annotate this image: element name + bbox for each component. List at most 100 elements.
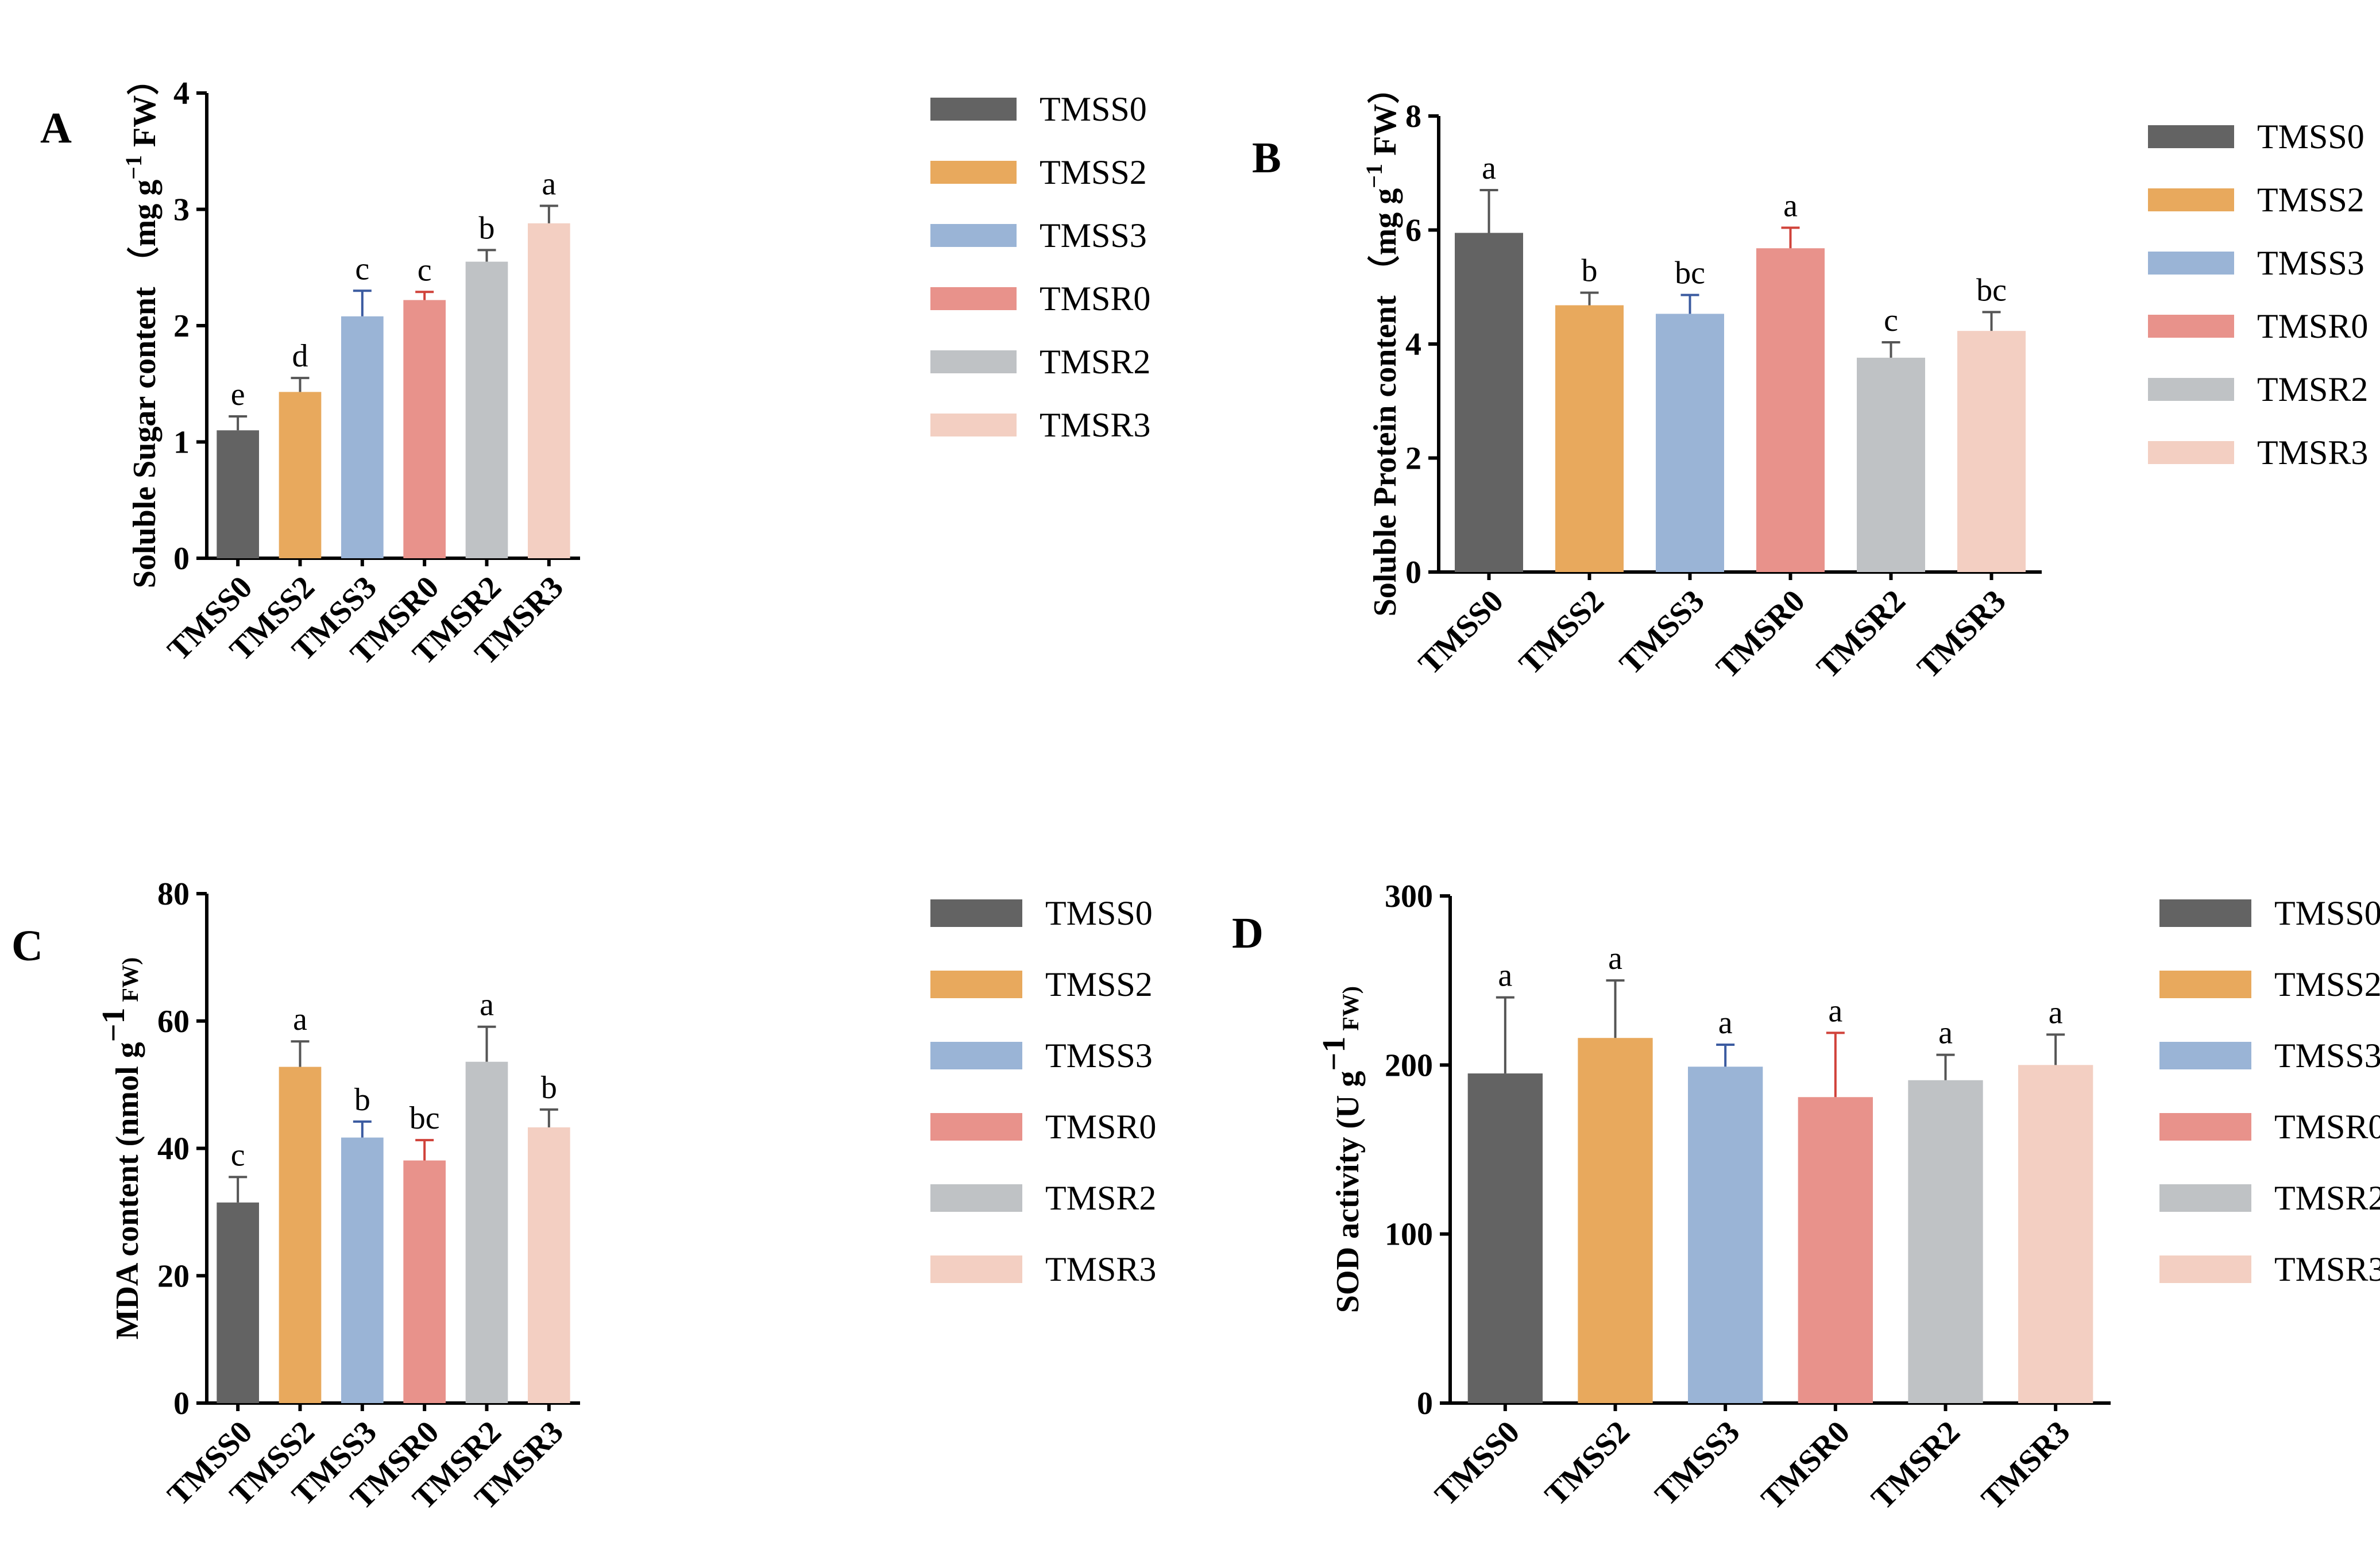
significance-letter: a xyxy=(1608,941,1622,976)
legend-swatch xyxy=(930,350,1017,373)
legend-label: TMSS3 xyxy=(2257,244,2364,282)
y-tick-label: 0 xyxy=(173,1386,190,1421)
bar xyxy=(1957,331,2026,572)
legend-swatch xyxy=(930,971,1022,998)
significance-letter: a xyxy=(542,166,556,202)
panel-letter: B xyxy=(1252,134,1281,182)
bar xyxy=(528,1127,570,1403)
y-axis-title: Soluble Protein content （mg g−1 FW） xyxy=(1361,72,1403,617)
x-tick-label: TMSR0 xyxy=(1710,583,1812,685)
legend-swatch xyxy=(930,161,1017,184)
y-tick-label: 40 xyxy=(157,1131,190,1167)
y-tick-label: 100 xyxy=(1385,1217,1433,1253)
bar xyxy=(217,1202,259,1403)
legend-label: TMSR3 xyxy=(1045,1250,1156,1288)
legend-swatch xyxy=(2148,252,2234,275)
y-axis-title-superscript: −1 xyxy=(121,155,146,180)
bar xyxy=(341,316,384,558)
panel-d: D 0 100 200 300 SOD activity (U g−1 FW) a TMSS0… xyxy=(1232,879,2380,1516)
bar xyxy=(465,1061,508,1403)
bar xyxy=(2018,1065,2093,1403)
bar xyxy=(465,261,508,558)
legend-swatch xyxy=(2148,441,2234,464)
legend-label: TMSS2 xyxy=(1045,965,1153,1003)
legend-label: TMSS2 xyxy=(2257,181,2364,219)
panel-letter: D xyxy=(1232,909,1264,957)
significance-letter: a xyxy=(1498,958,1512,994)
x-tick-label: TMSS0 xyxy=(1428,1414,1527,1512)
legend-swatch xyxy=(930,1042,1022,1069)
bar xyxy=(1467,1073,1543,1403)
panel-letter: C xyxy=(11,922,43,970)
bar xyxy=(403,1160,446,1403)
bar xyxy=(1688,1067,1763,1403)
legend-swatch xyxy=(930,287,1017,310)
y-tick-label: 0 xyxy=(1405,555,1421,590)
legend-label: TMSS0 xyxy=(2274,894,2380,932)
y-axis-title: Soluble Sugar content （mg g−1 FW） xyxy=(121,63,163,589)
legend-label: TMSS3 xyxy=(1045,1037,1153,1075)
bar xyxy=(341,1137,384,1403)
bar xyxy=(528,223,570,558)
y-axis-title-superscript: −1 xyxy=(1361,164,1387,188)
panel-c: C 0 20 40 60 80 MDA content (nmol g−1 FW) c TMSS… xyxy=(11,876,1156,1516)
y-tick-label: 0 xyxy=(173,541,190,577)
y-axis-title-part: （mg g xyxy=(1367,188,1403,288)
x-tick-label: TMSR0 xyxy=(1755,1414,1857,1516)
legend-label: TMSR0 xyxy=(1040,280,1150,318)
y-tick-label: 4 xyxy=(173,76,190,111)
legend-swatch xyxy=(2159,971,2251,998)
significance-letter: b xyxy=(479,210,495,246)
y-axis-title-part: FW） xyxy=(1367,72,1403,164)
y-axis-title: MDA content (nmol g−1 FW) xyxy=(96,957,145,1340)
x-tick-label: TMSR3 xyxy=(1975,1414,2077,1516)
significance-letter: bc xyxy=(1976,272,2007,308)
y-axis-title-part: SOD activity (U g xyxy=(1330,1071,1366,1313)
significance-letter: a xyxy=(293,1002,307,1037)
significance-letter: a xyxy=(1828,993,1842,1029)
y-tick-label: 4 xyxy=(1405,327,1421,362)
significance-letter: c xyxy=(355,251,369,287)
y-tick-label: 3 xyxy=(173,192,190,228)
legend-swatch xyxy=(2148,315,2234,338)
legend-label: TMSR2 xyxy=(2257,370,2368,408)
legend-swatch xyxy=(2148,188,2234,211)
y-axis-title-part: （mg g xyxy=(126,180,163,279)
significance-letter: c xyxy=(418,252,432,288)
x-tick-label: TMSR2 xyxy=(1810,583,1912,685)
x-tick-label: TMSS0 xyxy=(1412,583,1510,681)
x-tick-label: TMSR2 xyxy=(1865,1414,1967,1516)
bar xyxy=(1857,357,1925,572)
legend-label: TMSR0 xyxy=(2274,1108,2380,1146)
legend-label: TMSR0 xyxy=(2257,307,2368,345)
bar xyxy=(217,430,259,558)
x-tick-label: TMSS2 xyxy=(1538,1414,1636,1512)
significance-letter: b xyxy=(354,1082,370,1118)
legend-swatch xyxy=(2159,1042,2251,1069)
significance-letter: a xyxy=(1938,1015,1953,1051)
y-tick-label: 2 xyxy=(173,308,190,344)
y-tick-label: 0 xyxy=(1417,1386,1433,1421)
y-tick-label: 300 xyxy=(1385,879,1433,914)
significance-letter: b xyxy=(541,1070,557,1106)
x-tick-label: TMSS3 xyxy=(1648,1414,1747,1512)
significance-letter: bc xyxy=(1675,256,1705,291)
x-tick-label: TMSS2 xyxy=(1512,583,1610,681)
y-tick-label: 6 xyxy=(1405,213,1421,249)
significance-letter: a xyxy=(1482,150,1496,186)
significance-letter: a xyxy=(480,987,494,1023)
legend-swatch xyxy=(930,1113,1022,1141)
significance-letter: a xyxy=(1718,1005,1733,1041)
y-axis-title-part: −1 xyxy=(96,1007,132,1042)
legend-label: TMSR3 xyxy=(2274,1250,2380,1288)
legend-swatch xyxy=(2148,125,2234,148)
bar xyxy=(403,300,446,558)
bar xyxy=(1798,1097,1873,1403)
legend-label: TMSR0 xyxy=(1045,1108,1156,1146)
legend-swatch xyxy=(930,414,1017,436)
legend-label: TMSR2 xyxy=(2274,1179,2380,1217)
x-tick-label: TMSS3 xyxy=(1613,583,1711,681)
y-axis-title-superscript: FW) xyxy=(117,957,143,1008)
x-tick-label: TMSR3 xyxy=(1911,583,2013,685)
significance-letter: bc xyxy=(409,1100,440,1136)
